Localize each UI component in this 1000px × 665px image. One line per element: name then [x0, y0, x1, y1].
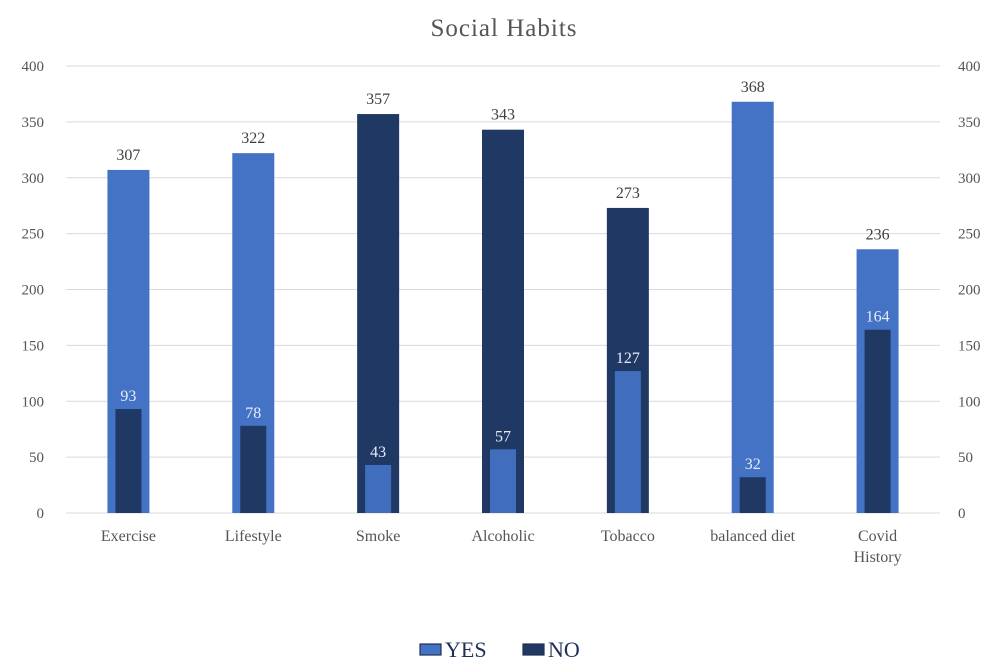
- y-tick-label-right: 200: [958, 283, 981, 299]
- data-label-yes: 127: [616, 350, 640, 367]
- data-label-yes: 307: [116, 147, 140, 164]
- bar-no: [739, 477, 766, 513]
- chart-title: Social Habits: [430, 15, 577, 42]
- y-tick-label-right: 50: [958, 450, 973, 466]
- data-label-yes: 57: [495, 428, 511, 445]
- data-label-no: 93: [120, 388, 136, 405]
- bars: [107, 101, 899, 514]
- y-tick-label-right: 100: [958, 394, 981, 410]
- y-tick-label-right: 400: [958, 59, 981, 75]
- y-tick-label: 100: [22, 394, 45, 410]
- legend-swatch-no: [522, 643, 545, 656]
- y-axis-left: 0 50 100 150 200 250 300 350 400: [22, 59, 45, 522]
- y-tick-label-right: 350: [958, 115, 981, 131]
- legend: YES NO: [419, 637, 580, 662]
- category-label: Tobacco: [601, 528, 655, 545]
- bar-yes: [731, 101, 774, 513]
- data-label-no: 343: [491, 107, 515, 124]
- legend-label-no: NO: [548, 637, 580, 662]
- data-label-yes: 368: [741, 79, 765, 96]
- category-label: Covid: [858, 528, 897, 545]
- category-label: Alcoholic: [471, 528, 534, 545]
- data-labels: 307 93 322 78 357 43 343 57 273 127 368 32 236 164: [116, 79, 889, 473]
- y-tick-label-right: 0: [958, 506, 966, 522]
- data-label-no: 357: [366, 91, 390, 108]
- category-labels: Exercise Lifestyle Smoke Alcoholic Tobacco ba…: [101, 528, 902, 566]
- data-label-yes: 322: [241, 130, 265, 147]
- bar-yes: [614, 371, 641, 513]
- bar-yes: [365, 464, 392, 513]
- data-label-no: 164: [866, 309, 890, 326]
- bar-no: [115, 409, 142, 513]
- bar-no: [482, 129, 524, 513]
- data-label-yes: 236: [866, 226, 890, 243]
- y-tick-label: 0: [37, 506, 45, 522]
- data-label-yes: 43: [370, 444, 386, 461]
- bar-no: [240, 425, 267, 513]
- legend-swatch-yes: [419, 643, 442, 656]
- category-label: Lifestyle: [225, 528, 282, 545]
- y-tick-label: 250: [22, 227, 45, 243]
- y-tick-label: 300: [22, 171, 45, 187]
- category-label: Exercise: [101, 528, 156, 545]
- y-tick-label: 150: [22, 338, 45, 354]
- category-label: History: [854, 549, 902, 566]
- category-label: balanced diet: [710, 528, 795, 545]
- bar-no: [864, 329, 891, 513]
- y-axis-right: 0 50 100 150 200 250 300 350 400: [958, 59, 981, 522]
- y-tick-label: 50: [29, 450, 44, 466]
- y-tick-label: 350: [22, 115, 45, 131]
- data-label-no: 78: [245, 405, 261, 422]
- y-tick-label-right: 150: [958, 338, 981, 354]
- y-tick-label-right: 300: [958, 171, 981, 187]
- category-label: Smoke: [356, 528, 400, 545]
- y-tick-label: 200: [22, 283, 45, 299]
- data-label-no: 32: [745, 456, 761, 473]
- y-tick-label: 400: [22, 59, 45, 75]
- y-tick-label-right: 250: [958, 227, 981, 243]
- legend-label-yes: YES: [445, 637, 487, 662]
- bar-yes: [490, 449, 516, 513]
- data-label-no: 273: [616, 185, 640, 202]
- bar-no: [357, 114, 400, 514]
